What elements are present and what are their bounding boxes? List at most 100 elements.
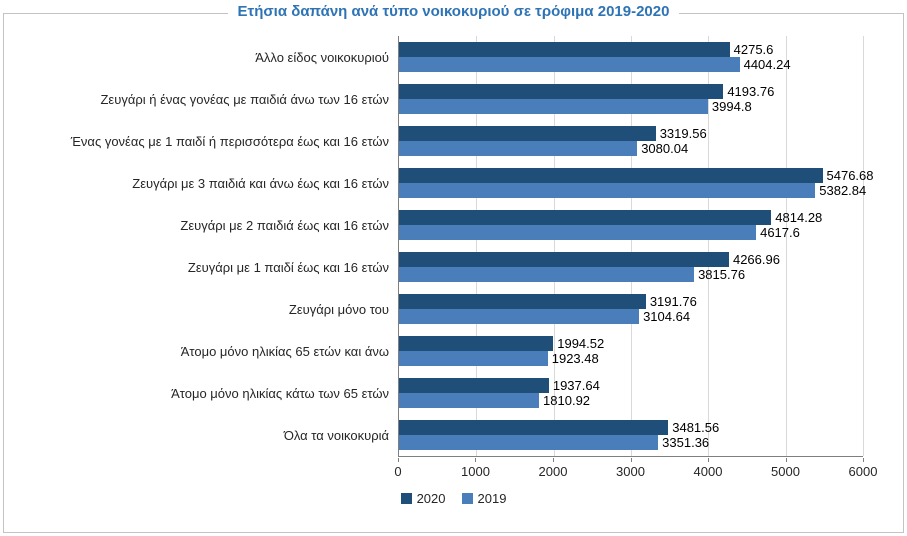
bar-2020 [399,336,554,351]
legend-item-2019: 2019 [461,491,507,506]
gridline [863,36,864,456]
bar-group: 1937.64 1810.92 [399,372,863,414]
bar-group: 3481.56 3351.36 [399,414,863,456]
bar-2020 [399,168,823,183]
bar-value-label: 3191.76 [649,294,697,309]
x-tick-label: 6000 [848,464,878,479]
bar-2019 [399,183,816,198]
bar-2020 [399,378,549,393]
x-tick-mark [552,458,554,462]
category-label: Ζευγάρι μόνο του [288,301,389,317]
bar-2020 [399,294,646,309]
bar-2019 [399,99,708,114]
bar-group: 4266.96 3815.76 [399,246,863,288]
category-label: Όλα τα νοικοκυριά [283,427,389,443]
bar-row: 3191.76 [399,294,863,309]
gridline [785,36,787,456]
x-tick-label: 4000 [693,464,723,479]
x-tick-mark [398,458,399,462]
bar-2019 [399,267,695,282]
bar-group: 3319.56 3080.04 [399,120,863,162]
bar-group: 4193.76 3994.8 [399,78,863,120]
bar-row: 3104.64 [399,309,863,324]
x-tick-mark [707,458,709,462]
legend-item-2020: 2020 [400,491,446,506]
category-label: Άτομο μόνο ηλικίας 65 ετών και άνω [180,343,389,359]
legend-swatch [461,493,473,504]
x-tick-mark [630,458,632,462]
bar-group: 4275.6 4404.24 [399,36,863,78]
bar-row: 4266.96 [399,252,863,267]
x-tick-label: 5000 [771,464,800,479]
bar-2019 [399,57,740,72]
bar-2020 [399,84,724,99]
bar-row: 3815.76 [399,267,863,282]
bar-value-label: 4275.6 [733,42,774,57]
bar-group: 1994.52 1923.48 [399,330,863,372]
x-tick-mark [785,458,787,462]
x-tick-label: 2000 [538,464,568,479]
bar-value-label: 3319.56 [659,126,707,141]
bar-value-label: 3351.36 [662,435,710,450]
category-label: Ζευγάρι ή ένας γονέας με παιδιά άνω των … [100,91,389,107]
x-tick-mark [863,458,864,462]
category-label: Ζευγάρι με 1 παιδί έως και 16 ετών [187,259,389,275]
bar-value-label: 3815.76 [698,267,746,282]
bar-value-label: 3104.64 [643,309,691,324]
gridline [631,36,632,456]
bar-row: 3319.56 [399,126,863,141]
bar-value-label: 1937.64 [552,378,600,393]
bar-value-label: 4814.28 [775,210,823,225]
bar-2020 [399,210,772,225]
bar-value-label: 4617.6 [760,225,800,240]
bar-row: 4275.6 [399,42,863,57]
bar-2019 [399,435,659,450]
bar-row: 1810.92 [399,393,863,408]
bar-value-label: 3481.56 [672,420,720,435]
legend-label: 2019 [477,491,507,506]
x-tick-label: 0 [394,464,402,479]
bar-group: 3191.76 3104.64 [399,288,863,330]
bar-row: 4814.28 [399,210,863,225]
bar-row: 5476.68 [399,168,874,183]
bar-value-label: 4266.96 [732,252,780,267]
bar-2020 [399,126,656,141]
category-label: Άλλο είδος νοικοκυριού [255,49,389,65]
bar-row: 4193.76 [399,84,863,99]
category-label: Άτομο μόνο ηλικίας κάτω των 65 ετών [171,385,389,401]
bar-value-label: 4193.76 [727,84,775,99]
gridline [553,36,555,456]
chart-title: Ετήσια δαπάνη ανά τύπο νοικοκυριού σε τρ… [227,3,680,20]
bar-2019 [399,225,757,240]
category-label: Ζευγάρι με 2 παιδιά έως και 16 ετών [180,217,389,233]
bar-value-label: 4404.24 [743,57,791,72]
gridline [476,36,478,456]
chart-main: Άλλο είδος νοικοκυριού Ζευγάρι ή ένας γον… [8,36,874,457]
bar-2019 [399,141,638,156]
bar-value-label: 3994.8 [711,99,752,114]
bar-row: 1937.64 [399,378,863,393]
bar-group: 5476.68 5382.84 [399,162,874,204]
bar-row: 3080.04 [399,141,863,156]
bar-value-label: 1923.48 [551,351,599,366]
category-label: Ζευγάρι με 3 παιδιά και άνω έως και 16 ε… [132,175,389,191]
bar-2020 [399,252,729,267]
legend: 2020 2019 [0,491,907,506]
bar-value-label: 5476.68 [826,168,874,183]
legend-label: 2020 [416,491,446,506]
category-labels: Άλλο είδος νοικοκυριού Ζευγάρι ή ένας γον… [8,36,398,457]
bar-row: 1994.52 [399,336,863,351]
category-label: Ένας γονέας με 1 παιδί ή περισσότερα έως… [70,133,389,149]
bar-row: 3994.8 [399,99,863,114]
bar-value-label: 3080.04 [641,141,689,156]
bar-2019 [399,351,548,366]
bar-row: 4617.6 [399,225,863,240]
legend-swatch [400,493,412,504]
plot-area: 4275.6 4404.24 4193.76 3994.8 3319.56 3080.04… [398,36,874,457]
bar-2019 [399,393,540,408]
gridline [708,36,710,456]
bar-value-label: 5382.84 [819,183,867,198]
x-axis: 0 1000 2000 3000 4000 5000 6000 [394,458,877,482]
bar-2020 [399,420,669,435]
